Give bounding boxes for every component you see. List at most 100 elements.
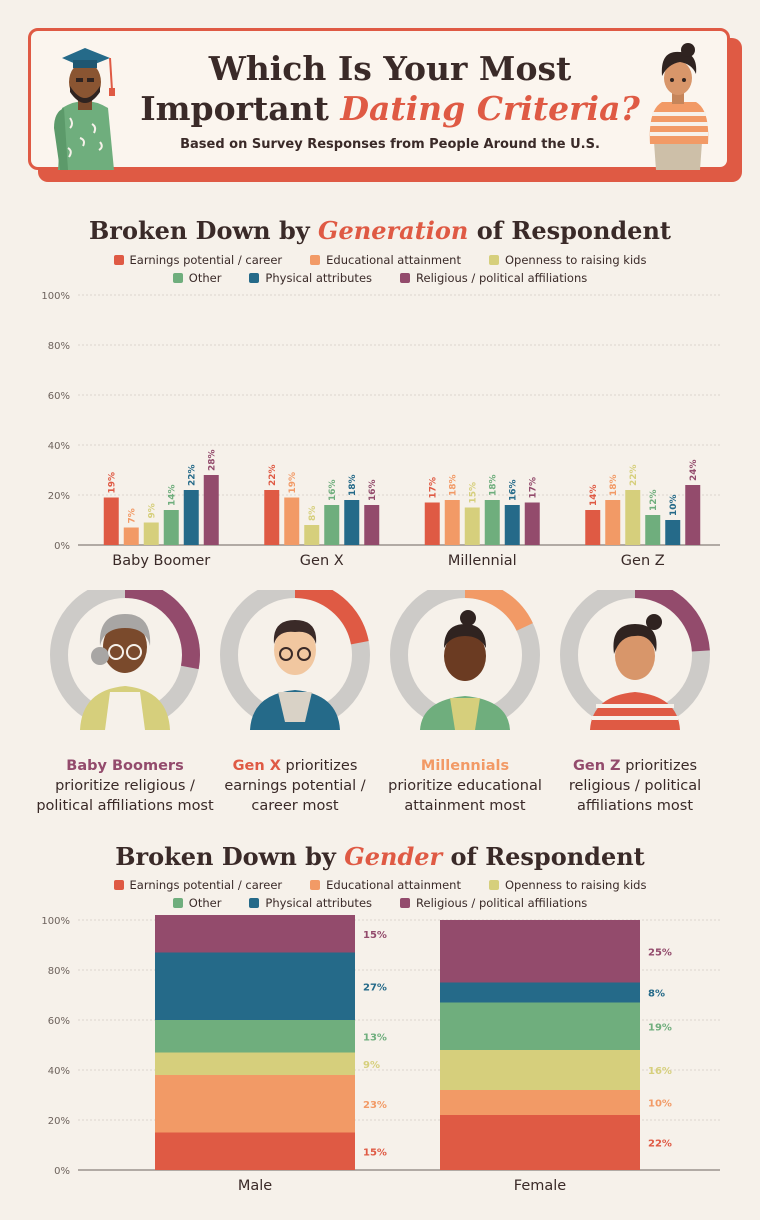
legend-item-earnings: Earnings potential / career — [113, 878, 282, 892]
y-tick-label: 0% — [54, 1166, 70, 1177]
y-tick-label: 20% — [48, 491, 70, 502]
segment-value-label: 15% — [363, 1147, 387, 1158]
bar-value-label: 17% — [428, 477, 438, 499]
category-label: Baby Boomer — [112, 553, 210, 569]
segment-value-label: 8% — [648, 989, 665, 1000]
generation-title-after: of Respondent — [476, 216, 671, 245]
legend-swatch — [488, 880, 499, 890]
stack-segment — [440, 1115, 640, 1170]
bar-value-label: 7% — [127, 508, 137, 523]
segment-value-label: 27% — [363, 982, 387, 993]
bar-value-label: 18% — [488, 474, 498, 496]
legend-swatch — [400, 898, 411, 908]
generation-title-accent: Generation — [318, 216, 469, 245]
legend-item-education: Educational attainment — [310, 253, 461, 267]
legend-label: Religious / political affiliations — [416, 271, 588, 285]
page-title-line1: Which Is Your Most — [208, 49, 572, 88]
stack-segment — [440, 1090, 640, 1115]
stack-segment — [155, 915, 355, 953]
boomer-avatar-illustration — [80, 614, 170, 730]
bar-value-label: 22% — [629, 464, 639, 486]
bar-value-label: 22% — [268, 464, 278, 486]
segment-value-label: 10% — [648, 1099, 672, 1110]
legend-row: Earnings potential / career Educational a… — [0, 876, 760, 894]
bar — [685, 485, 701, 545]
bar — [203, 475, 219, 545]
genx-avatar-illustration — [250, 620, 340, 730]
category-label: Gen X — [300, 553, 344, 569]
y-tick-label: 80% — [48, 341, 70, 352]
category-label: Gen Z — [621, 553, 665, 569]
generation-donuts — [50, 590, 710, 730]
bar-value-label: 18% — [609, 474, 619, 496]
generation-legend: Earnings potential / career Educational a… — [0, 251, 760, 287]
bar — [585, 510, 601, 545]
boomer-caption: Baby Boomers prioritize religious / poli… — [35, 756, 215, 816]
category-label: Male — [238, 1178, 272, 1194]
category-label: Millennial — [448, 553, 517, 569]
gender-title-before: Broken Down by — [115, 842, 336, 871]
legend-label: Physical attributes — [265, 896, 373, 910]
bar-value-label: 10% — [669, 494, 679, 516]
graduate-man-illustration — [54, 48, 115, 170]
legend-swatch — [310, 255, 321, 265]
legend-item-religious: Religious / political affiliations — [400, 896, 587, 910]
legend-label: Religious / political affiliations — [416, 896, 588, 910]
genz-caption-bold: Gen Z — [572, 758, 621, 774]
segment-value-label: 19% — [648, 1022, 672, 1033]
legend-swatch — [249, 273, 260, 283]
legend-swatch — [488, 255, 499, 265]
bar-value-label: 16% — [508, 479, 518, 501]
genz-avatar-illustration — [590, 614, 680, 730]
woman-illustration — [649, 43, 709, 170]
bar — [444, 500, 460, 545]
segment-value-label: 16% — [648, 1066, 672, 1077]
generation-bar-chart: 0% 20% 40% 60% 80% 100% 19% 7% 9% 14% 22% 28% Baby B… — [41, 291, 720, 569]
legend-swatch — [113, 255, 124, 265]
bar — [424, 502, 440, 545]
bar — [264, 490, 280, 545]
bar-value-label: 19% — [107, 472, 117, 494]
bar — [143, 522, 159, 545]
bar-value-label: 18% — [348, 474, 358, 496]
bar — [344, 500, 360, 545]
bar-value-label: 18% — [448, 474, 458, 496]
segment-value-label: 13% — [363, 1032, 387, 1043]
legend-label: Educational attainment — [326, 253, 461, 267]
legend-swatch — [249, 898, 260, 908]
legend-label: Openness to raising kids — [504, 253, 647, 267]
bar-value-label: 14% — [167, 484, 177, 506]
legend-swatch — [400, 273, 411, 283]
millennial-caption-bold: Millennials — [420, 758, 510, 774]
legend-item-education: Educational attainment — [310, 878, 461, 892]
legend-item-kids: Openness to raising kids — [488, 878, 647, 892]
bar-value-label: 15% — [468, 482, 478, 504]
generation-section-title: Broken Down by Generation of Respondent — [0, 216, 760, 245]
bar — [163, 510, 179, 545]
bar-value-label: 9% — [147, 503, 157, 518]
bar — [103, 497, 119, 545]
bar-value-label: 12% — [649, 489, 659, 511]
boomer-caption-rest: prioritize religious / political affilia… — [36, 778, 214, 814]
bar-value-label: 8% — [308, 506, 318, 521]
legend-item-other: Other — [172, 271, 221, 285]
stack-segment — [440, 1002, 640, 1050]
bar-value-label: 24% — [689, 459, 699, 481]
legend-label: Educational attainment — [326, 878, 461, 892]
gender-legend: Earnings potential / career Educational a… — [0, 876, 760, 912]
y-tick-label: 20% — [48, 1116, 70, 1127]
millennial-avatar-illustration — [420, 610, 510, 730]
title-plain: Important — [140, 89, 329, 128]
legend-row: Other Physical attributes Religious / poli… — [0, 269, 760, 287]
legend-item-physical: Physical attributes — [249, 896, 372, 910]
legend-swatch — [310, 880, 321, 890]
genz-caption-rest: prioritizes religious / political affili… — [568, 758, 702, 814]
bar — [304, 525, 320, 545]
bar — [605, 500, 621, 545]
stack-segment — [440, 920, 640, 983]
legend-item-religious: Religious / political affiliations — [400, 271, 587, 285]
legend-swatch — [113, 880, 124, 890]
boomer-caption-bold: Baby Boomers — [66, 758, 184, 774]
legend-label: Openness to raising kids — [504, 878, 647, 892]
segment-value-label: 22% — [648, 1139, 672, 1150]
